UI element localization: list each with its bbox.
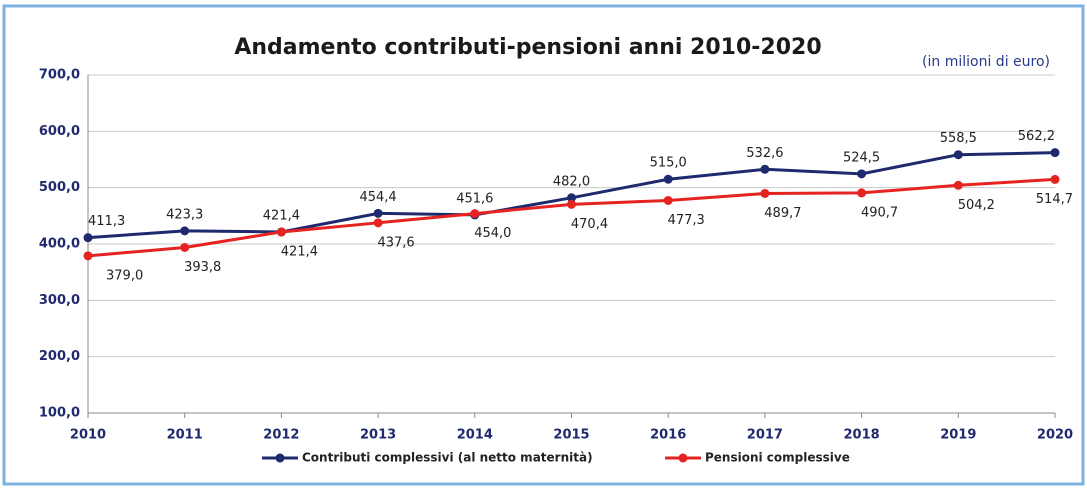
x-tick-label: 2019 xyxy=(940,428,976,443)
y-tick-label: 400,0 xyxy=(39,237,80,252)
data-label: 490,7 xyxy=(861,205,898,220)
marker xyxy=(373,208,383,218)
legend-label: Pensioni complessive xyxy=(705,451,850,465)
x-tick-label: 2014 xyxy=(457,428,493,443)
marker xyxy=(276,227,286,237)
x-tick-label: 2011 xyxy=(167,428,203,443)
marker xyxy=(373,218,383,228)
marker xyxy=(760,188,770,198)
data-label: 504,2 xyxy=(958,198,995,213)
data-label: 421,4 xyxy=(263,208,300,223)
marker xyxy=(663,195,673,205)
legend-marker xyxy=(275,453,285,463)
data-label: 562,2 xyxy=(1018,129,1055,144)
marker xyxy=(857,169,867,179)
x-tick-label: 2018 xyxy=(844,428,880,443)
marker xyxy=(567,193,576,203)
x-tick-label: 2016 xyxy=(650,428,686,443)
y-tick-label: 100,0 xyxy=(39,406,80,421)
chart-title: Andamento contributi-pensioni anni 2010-… xyxy=(234,35,821,60)
data-label: 558,5 xyxy=(940,131,977,146)
y-tick-label: 200,0 xyxy=(39,349,80,364)
data-label: 482,0 xyxy=(553,174,590,189)
marker xyxy=(567,199,576,209)
marker xyxy=(83,233,93,243)
marker xyxy=(760,164,770,174)
x-tick-label: 2015 xyxy=(553,428,589,443)
data-label: 437,6 xyxy=(377,235,414,250)
x-tick-label: 2012 xyxy=(263,428,299,443)
marker xyxy=(1050,174,1060,184)
marker xyxy=(857,188,867,198)
x-tick-label: 2013 xyxy=(360,428,396,443)
x-tick-label: 2010 xyxy=(70,428,106,443)
marker xyxy=(953,180,963,190)
data-label: 411,3 xyxy=(88,214,125,229)
y-tick-label: 700,0 xyxy=(39,68,80,83)
marker xyxy=(83,251,93,261)
marker xyxy=(180,242,190,252)
y-tick-label: 600,0 xyxy=(39,124,80,139)
data-label: 514,7 xyxy=(1036,192,1073,207)
unit-note: (in milioni di euro) xyxy=(922,54,1050,70)
legend-marker xyxy=(678,453,688,463)
data-label: 515,0 xyxy=(650,156,687,171)
marker xyxy=(663,174,673,184)
data-label: 477,3 xyxy=(668,213,705,228)
frame xyxy=(2,4,1085,486)
x-tick-label: 2020 xyxy=(1037,428,1073,443)
data-label: 454,4 xyxy=(359,190,396,205)
y-tick-label: 300,0 xyxy=(39,293,80,308)
marker xyxy=(1050,148,1060,158)
data-label: 470,4 xyxy=(571,217,608,232)
data-label: 489,7 xyxy=(764,206,801,221)
x-tick-label: 2017 xyxy=(747,428,783,443)
data-label: 454,0 xyxy=(474,226,511,241)
data-label: 379,0 xyxy=(106,268,143,283)
data-label: 421,4 xyxy=(281,244,318,259)
marker xyxy=(180,226,190,236)
data-label: 524,5 xyxy=(843,150,880,165)
data-label: 423,3 xyxy=(166,207,203,222)
data-label: 532,6 xyxy=(746,146,783,161)
marker xyxy=(953,150,963,160)
data-label: 393,8 xyxy=(184,260,221,275)
data-label: 451,6 xyxy=(456,191,493,206)
marker xyxy=(470,209,480,219)
legend-label: Contributi complessivi (al netto materni… xyxy=(302,451,593,465)
y-tick-label: 500,0 xyxy=(39,180,80,195)
